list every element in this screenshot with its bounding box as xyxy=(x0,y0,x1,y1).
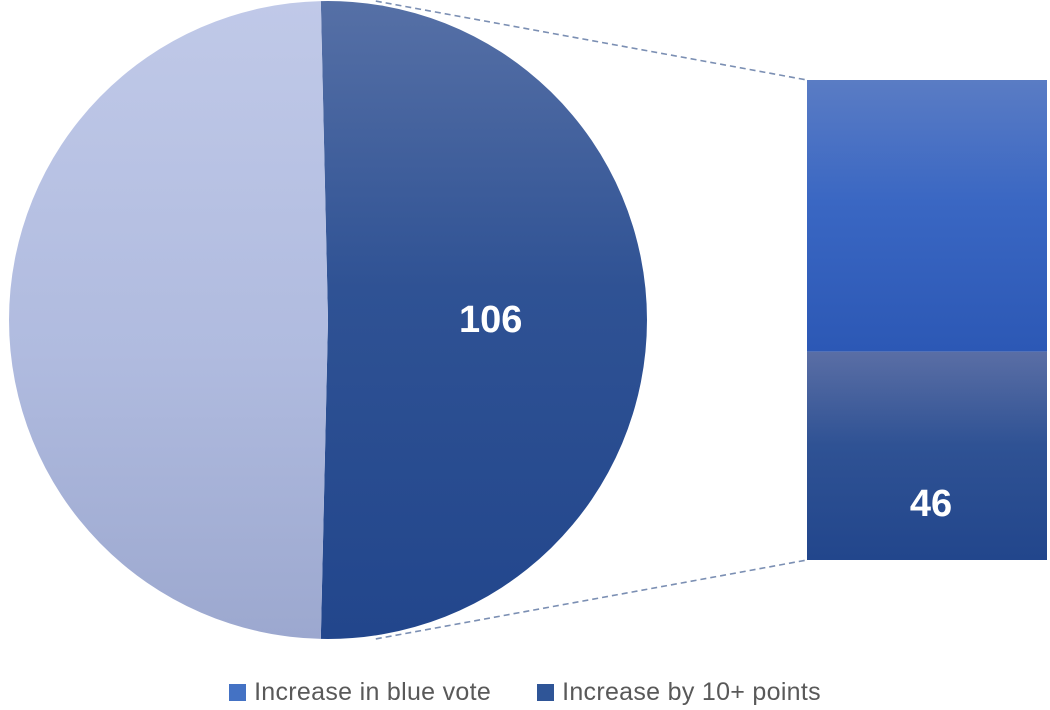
connector-line-top xyxy=(375,0,808,81)
legend-swatch xyxy=(229,683,247,701)
bar-segment-bottom xyxy=(807,351,1047,560)
legend-label: Increase by 10+ points xyxy=(562,677,821,706)
bar-data-label: 46 xyxy=(910,483,952,525)
pie-data-label: 106 xyxy=(459,299,522,341)
bar-segment-top xyxy=(807,80,1047,352)
connector-line-bottom xyxy=(375,559,808,640)
legend-item-increase-by-10-points: Increase by 10+ points xyxy=(537,678,821,707)
legend-item-increase-in-blue-vote: Increase in blue vote xyxy=(229,678,491,707)
pie-slice-other xyxy=(9,1,328,639)
legend: Increase in blue vote Increase by 10+ po… xyxy=(0,674,1050,710)
legend-swatch xyxy=(537,683,555,701)
pie-slice-split xyxy=(320,0,648,640)
legend-label: Increase in blue vote xyxy=(254,677,492,706)
